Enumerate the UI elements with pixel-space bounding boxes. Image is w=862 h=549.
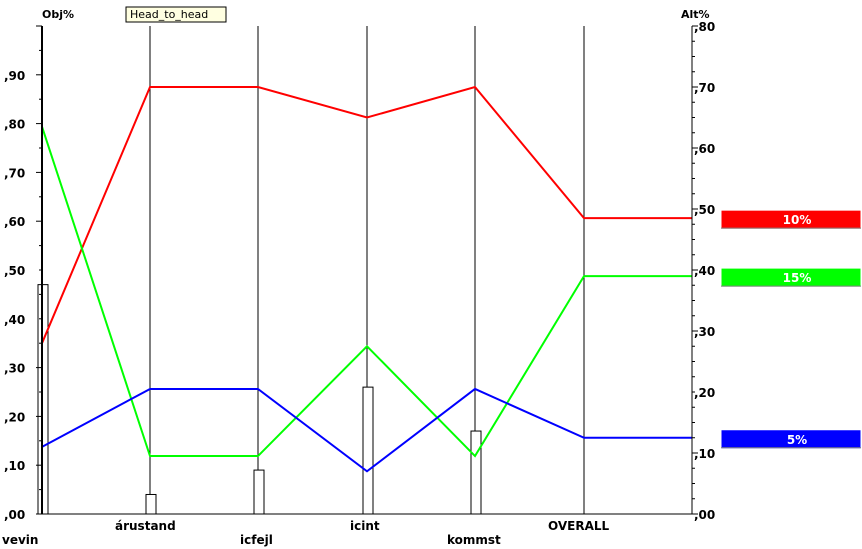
bar-árustand: [145, 493, 157, 515]
legend-label-10%: 10%: [783, 213, 812, 227]
left-tick-label: ,30: [4, 362, 25, 376]
series-line-5%: [41, 387, 692, 473]
legend-box-10%: [720, 209, 862, 230]
left-tick-label: ,20: [4, 410, 25, 424]
right-tick-label: ,20: [694, 386, 715, 400]
right-tick-label: ,50: [694, 203, 715, 217]
chart-title-box: [125, 6, 227, 23]
left-tick-label: ,50: [4, 264, 25, 278]
left-tick-label: ,40: [4, 313, 25, 327]
line-series: [41, 85, 692, 473]
left-tick-label: ,00: [4, 508, 25, 522]
legend-box-5%: [720, 429, 862, 450]
bar-icfejl: [253, 469, 265, 515]
right-tick-label: ,60: [694, 142, 715, 156]
labels: ,00 ,10 ,20 ,30 ,40 ,50 ,60 ,70 ,80 ,90 ,00 ,10 ,20,…: [2, 6, 715, 547]
right-axis-title: Alt%: [681, 8, 710, 21]
category-label-icfejl: icfejl: [240, 533, 273, 547]
right-tick-label: ,80: [694, 20, 715, 34]
category-label-árustand: árustand: [115, 519, 176, 533]
axes: [36, 25, 698, 515]
left-tick-label: ,90: [4, 69, 25, 83]
left-tick-label: ,80: [4, 118, 25, 132]
right-tick-label: ,30: [694, 325, 715, 339]
left-axis-title: Obj%: [42, 8, 74, 21]
left-tick-label: ,70: [4, 166, 25, 180]
series-line-10%: [41, 85, 692, 344]
category-label-OVERALL: OVERALL: [548, 519, 610, 533]
category-label-vevin: vevin: [2, 533, 38, 547]
legend-label-15%: 15%: [783, 271, 812, 285]
bar-icint: [362, 386, 374, 515]
left-tick-label: ,10: [4, 459, 25, 473]
chart-title: Head_to_head: [130, 8, 208, 21]
right-tick-label: ,70: [694, 81, 715, 95]
category-label-kommst: kommst: [447, 533, 501, 547]
legend: 10% 15% 5%: [720, 209, 862, 450]
right-tick-label: ,10: [694, 447, 715, 461]
category-label-icint: icint: [350, 519, 380, 533]
right-tick-label: ,00: [694, 508, 715, 522]
left-tick-label: ,60: [4, 215, 25, 229]
right-tick-label: ,40: [694, 264, 715, 278]
legend-box-15%: [720, 267, 862, 288]
bar-kommst: [470, 430, 482, 515]
series-line-15%: [41, 126, 692, 458]
legend-label-5%: 5%: [787, 433, 807, 447]
